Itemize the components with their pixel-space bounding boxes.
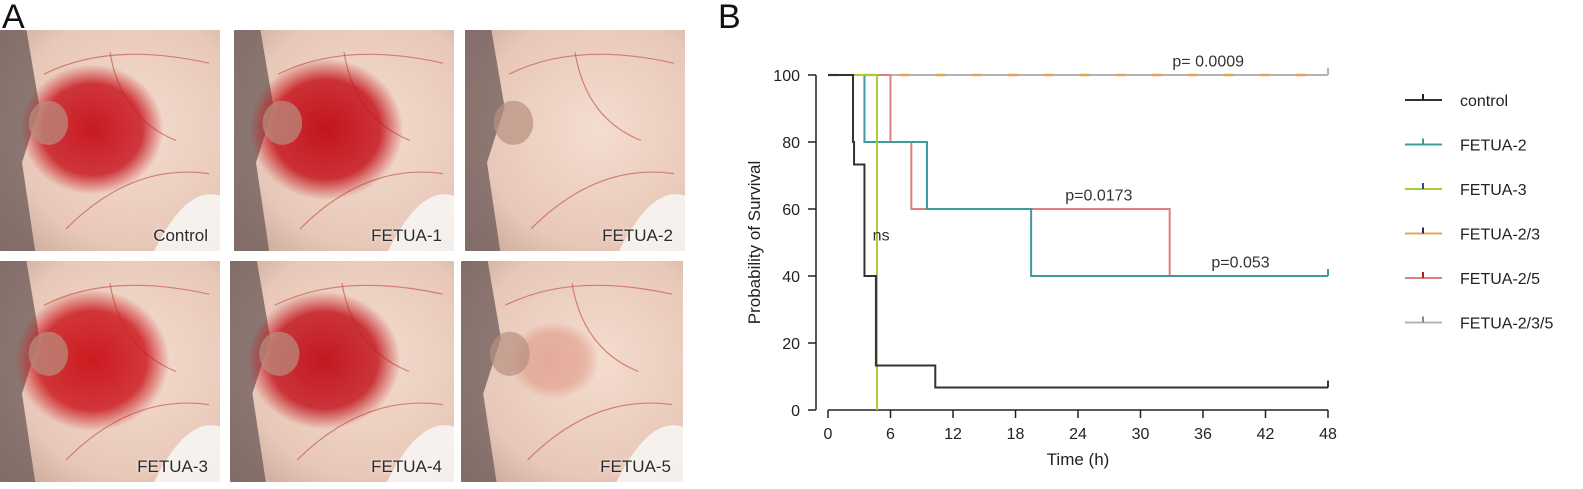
chart-axes: 0 6 12 18 24 30 36 42 48 0 20 40 60 80 100 [773, 68, 1337, 443]
legend-label: control [1460, 93, 1508, 110]
fur-patch [616, 425, 683, 482]
retractor-shadow [0, 30, 40, 251]
x-tick-label: 42 [1257, 426, 1275, 443]
y-tick-label: 100 [773, 68, 800, 85]
legend-item: FETUA-2/3 [1405, 227, 1540, 244]
legend-label: FETUA-2 [1460, 138, 1527, 155]
photo-image [461, 261, 683, 482]
fur-patch [154, 194, 220, 251]
p-value-annotation: p= 0.0009 [1172, 53, 1244, 70]
x-tick-label: 0 [824, 426, 833, 443]
blood-vessel [43, 53, 210, 75]
blood-vessel [571, 283, 639, 373]
photo-label: FETUA-5 [600, 457, 671, 476]
blood-vessel [508, 53, 675, 75]
hemorrhage-area [249, 58, 404, 201]
retractor-shadow [465, 30, 505, 251]
legend-item: FETUA-2 [1405, 138, 1527, 155]
x-tick-label: 48 [1319, 426, 1337, 443]
hemorrhage-area [247, 291, 401, 430]
chart-legend: control FETUA-2 FETUA-3 FETUA-2/3 FETUA-2/5 F… [1405, 93, 1553, 333]
p-value-annotation: p=0.0173 [1065, 187, 1132, 204]
tissue-bump [28, 331, 69, 376]
photo-image [0, 30, 220, 251]
chart-annotations: p= 0.0009 p=0.0173 p=0.053 ns [873, 53, 1270, 271]
x-tick-label: 12 [944, 426, 962, 443]
series-line-control [828, 74, 1328, 389]
photo-label: FETUA-1 [371, 226, 442, 245]
panel-label-a: A [2, 0, 25, 36]
fur-patch [388, 194, 454, 251]
photo-fetua-1: FETUA-1 [234, 30, 454, 251]
x-tick-label: 36 [1194, 426, 1212, 443]
blood-vessel [274, 284, 443, 306]
legend-label: FETUA-2/5 [1460, 271, 1540, 288]
tissue-bump [259, 331, 300, 376]
x-tick-label: 18 [1007, 426, 1025, 443]
panel-label-b: B [718, 0, 741, 36]
blood-vessel [574, 52, 642, 142]
hemorrhage-area [508, 321, 600, 400]
photo-label: FETUA-3 [137, 457, 208, 476]
fur-patch [619, 194, 685, 251]
retractor-shadow [461, 261, 501, 482]
photo-fetua-2: FETUA-2 [465, 30, 685, 251]
fur-patch [386, 425, 454, 482]
photo-fetua-3: FETUA-3 [0, 261, 220, 482]
blood-vessel [527, 402, 672, 461]
y-tick-label: 60 [782, 202, 800, 219]
legend-item: control [1405, 93, 1508, 110]
y-tick-label: 20 [782, 336, 800, 353]
legend-item: FETUA-3 [1405, 182, 1527, 199]
legend-item: FETUA-2/5 [1405, 271, 1540, 288]
x-tick-label: 6 [886, 426, 895, 443]
blood-vessel [530, 171, 675, 230]
legend-label: FETUA-3 [1460, 182, 1527, 199]
photo-label: FETUA-4 [371, 457, 442, 476]
photo-fetua-4: FETUA-4 [230, 261, 454, 482]
photo-fetua-5: FETUA-5 [461, 261, 683, 482]
photo-image [234, 30, 454, 251]
series-line-fetua-2-5 [828, 74, 1328, 277]
photo-image [0, 261, 220, 482]
p-value-annotation: p=0.053 [1211, 254, 1269, 271]
tissue-bump [28, 100, 69, 145]
legend-label: FETUA-2/3/5 [1460, 316, 1553, 333]
y-axis-title: Probability of Survival [745, 161, 764, 324]
photo-label: Control [153, 226, 208, 245]
photo-label: FETUA-2 [602, 226, 673, 245]
blood-vessel [505, 284, 673, 306]
x-tick-label: 30 [1132, 426, 1150, 443]
series-line-fetua-2 [828, 74, 1328, 277]
tissue-bump [262, 100, 303, 145]
tissue-bump [489, 331, 530, 376]
x-tick-label: 24 [1069, 426, 1087, 443]
photo-control: Control [0, 30, 220, 251]
blood-vessel [65, 171, 210, 230]
hemorrhage-area [21, 64, 164, 195]
photo-image [230, 261, 454, 482]
legend-label: FETUA-2/3 [1460, 227, 1540, 244]
fur-patch [154, 425, 220, 482]
p-value-annotation: ns [873, 228, 890, 245]
photo-image [465, 30, 685, 251]
y-tick-label: 40 [782, 269, 800, 286]
legend-item: FETUA-2/3/5 [1405, 316, 1553, 333]
x-axis-title: Time (h) [1047, 450, 1110, 469]
chart-series [828, 68, 1329, 410]
y-tick-label: 0 [791, 403, 800, 420]
hemorrhage-area [15, 289, 170, 432]
y-tick-label: 80 [782, 135, 800, 152]
tissue-bump [493, 100, 534, 145]
